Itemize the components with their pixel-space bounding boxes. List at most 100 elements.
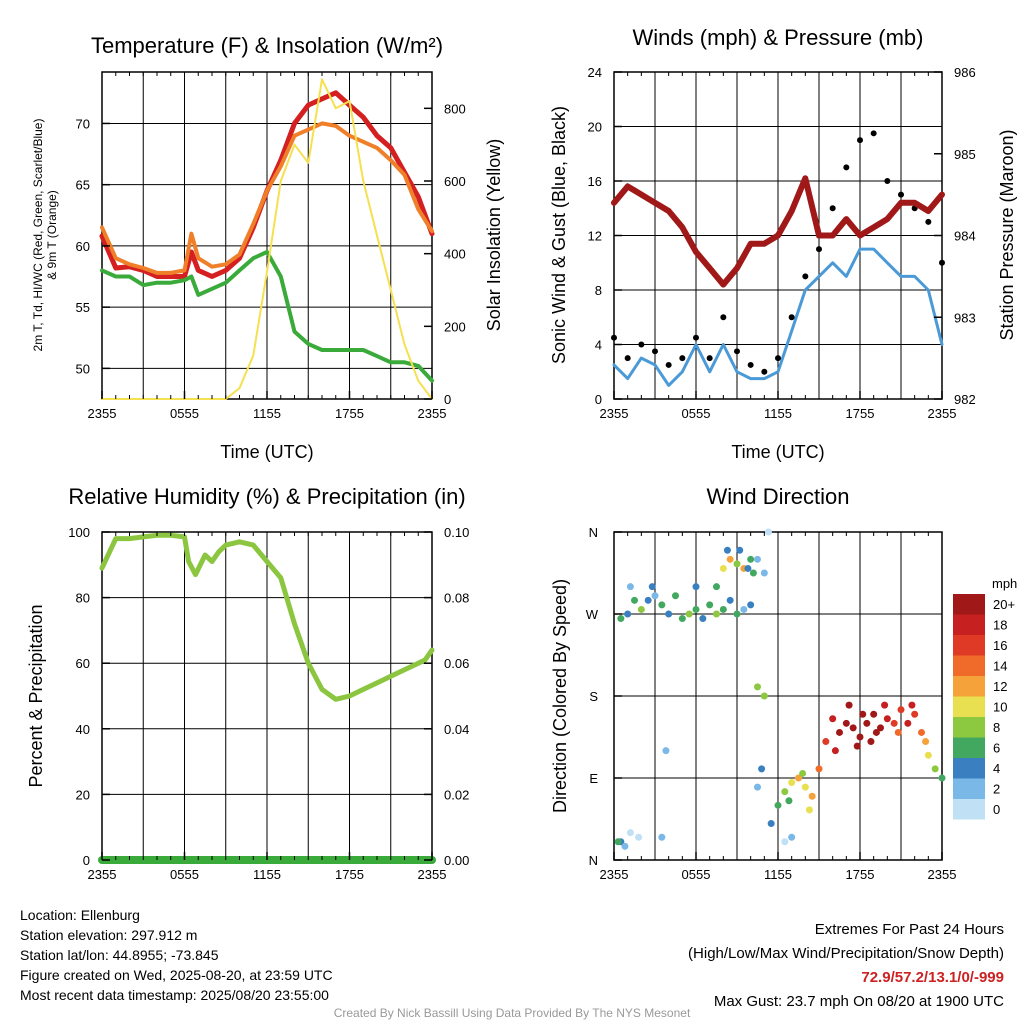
gust-point bbox=[734, 348, 740, 355]
direction-point bbox=[726, 555, 734, 563]
gust-point bbox=[884, 178, 891, 184]
legend-label: 2 bbox=[993, 782, 1000, 797]
wind-panel: Winds (mph) & Pressure (mb) 2355 0555 1155… bbox=[549, 25, 1017, 462]
legend-swatch bbox=[953, 676, 985, 697]
gust-point bbox=[829, 205, 836, 212]
direction-point bbox=[651, 592, 659, 600]
direction-point bbox=[881, 701, 889, 709]
rh-line bbox=[99, 532, 435, 702]
temp-series-line bbox=[100, 121, 434, 275]
temp-series-line bbox=[101, 78, 433, 400]
wind-series bbox=[611, 130, 945, 387]
legend-label: 12 bbox=[993, 679, 1007, 694]
info-elevation: Station elevation: 297.912 m bbox=[20, 927, 198, 943]
gust-point bbox=[652, 348, 658, 355]
direction-point bbox=[736, 546, 744, 554]
direction-point bbox=[831, 747, 839, 755]
direction-point bbox=[631, 596, 638, 604]
direction-point bbox=[626, 829, 634, 837]
wind-y2label: Station Pressure (Maroon) bbox=[997, 129, 1017, 340]
direction-point bbox=[658, 601, 666, 609]
x-tick-label: 2355 bbox=[600, 867, 629, 882]
direction-point bbox=[726, 596, 734, 604]
direction-point bbox=[815, 765, 823, 773]
gust-point bbox=[624, 355, 631, 362]
gust-point bbox=[843, 164, 850, 171]
legend-swatch bbox=[953, 799, 985, 820]
legend-swatch bbox=[953, 717, 985, 738]
legend-label: 6 bbox=[993, 741, 1000, 756]
gust-point bbox=[747, 361, 754, 368]
direction-point bbox=[699, 615, 707, 623]
x-tick-label: 1755 bbox=[846, 867, 875, 882]
gust-point bbox=[720, 314, 727, 321]
y-tick-label: 400 bbox=[444, 247, 466, 262]
direction-point bbox=[781, 788, 789, 796]
direction-point bbox=[877, 724, 884, 732]
legend-label: 14 bbox=[993, 659, 1007, 674]
direction-point bbox=[890, 719, 898, 727]
direction-point bbox=[723, 546, 731, 554]
legend-swatch bbox=[953, 635, 985, 656]
temp-series-line bbox=[100, 250, 434, 383]
legend-label: 8 bbox=[993, 720, 1000, 735]
direction-point bbox=[637, 605, 645, 613]
direction-point bbox=[733, 560, 741, 568]
direction-point bbox=[760, 569, 768, 577]
direction-point bbox=[781, 838, 789, 846]
station-info: Location: Ellenburg Station elevation: 2… bbox=[20, 905, 333, 1005]
temp-series bbox=[99, 78, 435, 400]
direction-point bbox=[938, 774, 946, 782]
x-tick-label: 0555 bbox=[682, 867, 711, 882]
direction-point bbox=[867, 738, 875, 746]
y-tick-label: 50 bbox=[76, 361, 90, 376]
gust-point bbox=[611, 334, 617, 341]
direction-point bbox=[808, 792, 816, 800]
direction-point bbox=[617, 615, 625, 623]
direction-point bbox=[931, 765, 939, 773]
extremes-values: 72.9/57.2/13.1/0/-999 bbox=[861, 969, 1004, 986]
y-tick-label: 4 bbox=[595, 338, 602, 353]
wind-ylabel: Sonic Wind & Gust (Blue, Black) bbox=[549, 106, 569, 364]
y-tick-label: N bbox=[589, 853, 598, 868]
legend-label: 10 bbox=[993, 700, 1007, 715]
y-tick-label: 200 bbox=[444, 319, 466, 334]
legend-swatch bbox=[953, 737, 985, 758]
direction-point bbox=[845, 701, 853, 709]
y-tick-label: W bbox=[586, 607, 599, 622]
x-tick-label: 1755 bbox=[335, 867, 364, 882]
direction-point bbox=[829, 715, 837, 723]
direction-point bbox=[767, 820, 775, 828]
direction-point bbox=[764, 528, 772, 536]
direction-point bbox=[719, 605, 727, 613]
direction-point bbox=[897, 706, 905, 714]
direction-point bbox=[883, 715, 891, 723]
gust-point bbox=[679, 355, 686, 362]
legend-unit: mph bbox=[992, 576, 1017, 591]
direction-point bbox=[644, 596, 652, 604]
direction-point bbox=[872, 728, 880, 736]
temp-ylabel-line2: & 9m T (Orange) bbox=[45, 190, 59, 280]
x-tick-label: 2355 bbox=[88, 406, 117, 421]
direction-point bbox=[614, 838, 622, 846]
direction-point bbox=[744, 564, 752, 572]
y-tick-label: S bbox=[589, 689, 598, 704]
y-tick-label: 0.10 bbox=[444, 525, 469, 540]
x-tick-label: 2355 bbox=[928, 406, 957, 421]
rh-ylabel: Percent & Precipitation bbox=[26, 604, 46, 787]
info-latlon: Station lat/lon: 44.8955; -73.845 bbox=[20, 947, 219, 963]
direction-point bbox=[842, 719, 850, 727]
y-tick-label: 982 bbox=[954, 392, 976, 407]
y-tick-label: 24 bbox=[588, 65, 602, 80]
extremes-gust: Max Gust: 23.7 mph On 08/20 at 1900 UTC bbox=[713, 993, 1004, 1010]
direction-point bbox=[733, 610, 741, 618]
legend-swatch bbox=[953, 758, 985, 779]
y-tick-label: E bbox=[589, 771, 598, 786]
direction-point bbox=[801, 783, 809, 791]
direction-point bbox=[788, 779, 796, 787]
temp-title: Temperature (F) & Insolation (W/m²) bbox=[91, 33, 443, 58]
direction-point bbox=[754, 555, 761, 563]
x-tick-label: 2355 bbox=[418, 406, 447, 421]
legend-swatch bbox=[953, 696, 985, 717]
direction-point bbox=[924, 751, 932, 759]
